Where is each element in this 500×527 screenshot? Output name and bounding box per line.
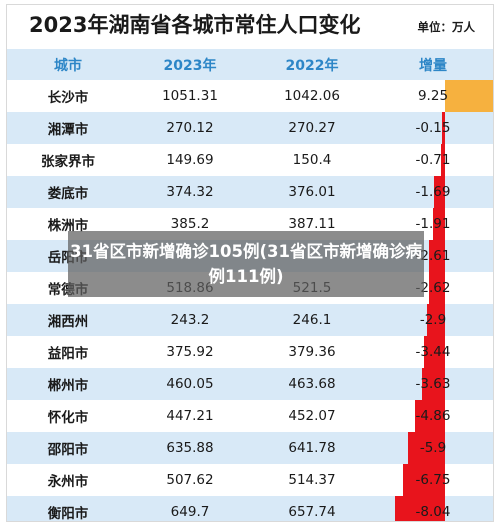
value-2023-cell: 447.21 xyxy=(166,408,214,424)
change-cell: -5.9 xyxy=(419,440,447,456)
table-row: 湘潭市 270.12 270.27 -0.15 xyxy=(7,112,493,144)
table-row: 益阳市 375.92 379.36 -3.44 xyxy=(7,336,493,368)
city-cell: 怀化市 xyxy=(47,410,89,426)
city-cell: 株洲市 xyxy=(47,218,89,234)
title-row: 2023年湖南省各城市常住人口变化 单位：万人 xyxy=(7,5,493,47)
change-bar xyxy=(434,176,445,208)
value-2023-cell: 270.12 xyxy=(166,120,214,136)
change-cell: -3.44 xyxy=(415,344,451,360)
change-cell: -3.63 xyxy=(415,376,451,392)
change-bar xyxy=(422,368,445,400)
value-2023-cell: 649.7 xyxy=(170,504,210,520)
value-2023-cell: 1051.31 xyxy=(162,88,218,104)
table-row: 娄底市 374.32 376.01 -1.69 xyxy=(7,176,493,208)
change-bar xyxy=(414,400,445,432)
city-cell: 娄底市 xyxy=(47,186,89,202)
value-2022-cell: 452.07 xyxy=(288,408,336,424)
change-bar xyxy=(426,304,445,336)
value-2022-cell: 641.78 xyxy=(288,440,336,456)
value-2023-cell: 374.32 xyxy=(166,184,214,200)
table-body: 长沙市 1051.31 1042.06 9.25 湘潭市 270.12 270.27 -0.1… xyxy=(7,80,493,522)
change-cell: -2.62 xyxy=(415,280,451,296)
change-cell: -1.69 xyxy=(415,184,451,200)
header-city: 城市 xyxy=(54,57,82,74)
header-2022: 2022年 xyxy=(285,57,339,74)
city-cell: 邵阳市 xyxy=(47,442,89,458)
table-row: 衡阳市 649.7 657.74 -8.04 xyxy=(7,496,493,522)
change-cell: -8.04 xyxy=(415,504,451,520)
value-2022-cell: 379.36 xyxy=(288,344,336,360)
city-cell: 衡阳市 xyxy=(47,506,89,522)
page-title: 2023年湖南省各城市常住人口变化 xyxy=(29,13,361,37)
change-bar xyxy=(403,464,445,496)
value-2022-cell: 376.01 xyxy=(288,184,336,200)
city-cell: 湘潭市 xyxy=(47,122,89,138)
change-bar xyxy=(442,112,445,144)
value-2023-cell: 635.88 xyxy=(166,440,214,456)
city-cell: 张家界市 xyxy=(41,154,95,170)
value-2023-cell: 243.2 xyxy=(170,312,210,328)
table-row: 湘西州 243.2 246.1 -2.9 xyxy=(7,304,493,336)
data-table: 城市 2023年 2022年 增量 长沙市 1051.31 1042.06 9.25 湘… xyxy=(7,49,493,522)
table-row: 长沙市 1051.31 1042.06 9.25 xyxy=(7,80,493,112)
change-bar xyxy=(395,496,445,521)
value-2023-cell: 460.05 xyxy=(166,376,214,392)
value-2023-cell: 375.92 xyxy=(166,344,214,360)
news-overlay-caption: 31省区市新增确诊105例(31省区市新增确诊病例111例) xyxy=(68,231,424,297)
change-cell: -2.9 xyxy=(419,312,447,328)
header-change: 增量 xyxy=(419,57,447,74)
table-row: 怀化市 447.21 452.07 -4.86 xyxy=(7,400,493,432)
change-bar xyxy=(428,272,445,304)
table-row: 永州市 507.62 514.37 -6.75 xyxy=(7,464,493,496)
change-cell: -0.71 xyxy=(415,152,451,168)
city-cell: 永州市 xyxy=(47,474,89,490)
change-bar xyxy=(428,240,445,272)
unit-label: 单位：万人 xyxy=(417,20,476,34)
change-cell: -1.91 xyxy=(415,216,451,232)
value-2023-cell: 507.62 xyxy=(166,472,214,488)
change-bar xyxy=(423,336,445,368)
table-row: 张家界市 149.69 150.4 -0.71 xyxy=(7,144,493,176)
city-cell: 长沙市 xyxy=(47,90,89,106)
city-cell: 郴州市 xyxy=(47,378,89,394)
change-bar xyxy=(433,208,445,240)
value-2022-cell: 387.11 xyxy=(288,216,336,232)
change-cell: -0.15 xyxy=(415,120,451,136)
table-header: 城市 2023年 2022年 增量 xyxy=(7,49,493,80)
change-bar xyxy=(445,80,493,112)
value-2022-cell: 150.4 xyxy=(292,152,332,168)
header-2023: 2023年 xyxy=(163,57,217,74)
value-2022-cell: 1042.06 xyxy=(284,88,340,104)
change-bar xyxy=(440,144,445,176)
value-2022-cell: 514.37 xyxy=(288,472,336,488)
table-row: 邵阳市 635.88 641.78 -5.9 xyxy=(7,432,493,464)
table-row: 郴州市 460.05 463.68 -3.63 xyxy=(7,368,493,400)
value-2022-cell: 463.68 xyxy=(288,376,336,392)
change-cell: -6.75 xyxy=(415,472,451,488)
change-cell: -2.61 xyxy=(415,248,451,264)
value-2022-cell: 270.27 xyxy=(288,120,336,136)
value-2023-cell: 149.69 xyxy=(166,152,214,168)
change-bar xyxy=(408,432,445,464)
change-cell: -4.86 xyxy=(415,408,451,424)
city-cell: 湘西州 xyxy=(47,314,89,330)
value-2022-cell: 246.1 xyxy=(292,312,332,328)
change-cell: 9.25 xyxy=(417,88,449,104)
value-2022-cell: 657.74 xyxy=(288,504,336,520)
city-cell: 益阳市 xyxy=(47,346,89,362)
value-2023-cell: 385.2 xyxy=(170,216,210,232)
